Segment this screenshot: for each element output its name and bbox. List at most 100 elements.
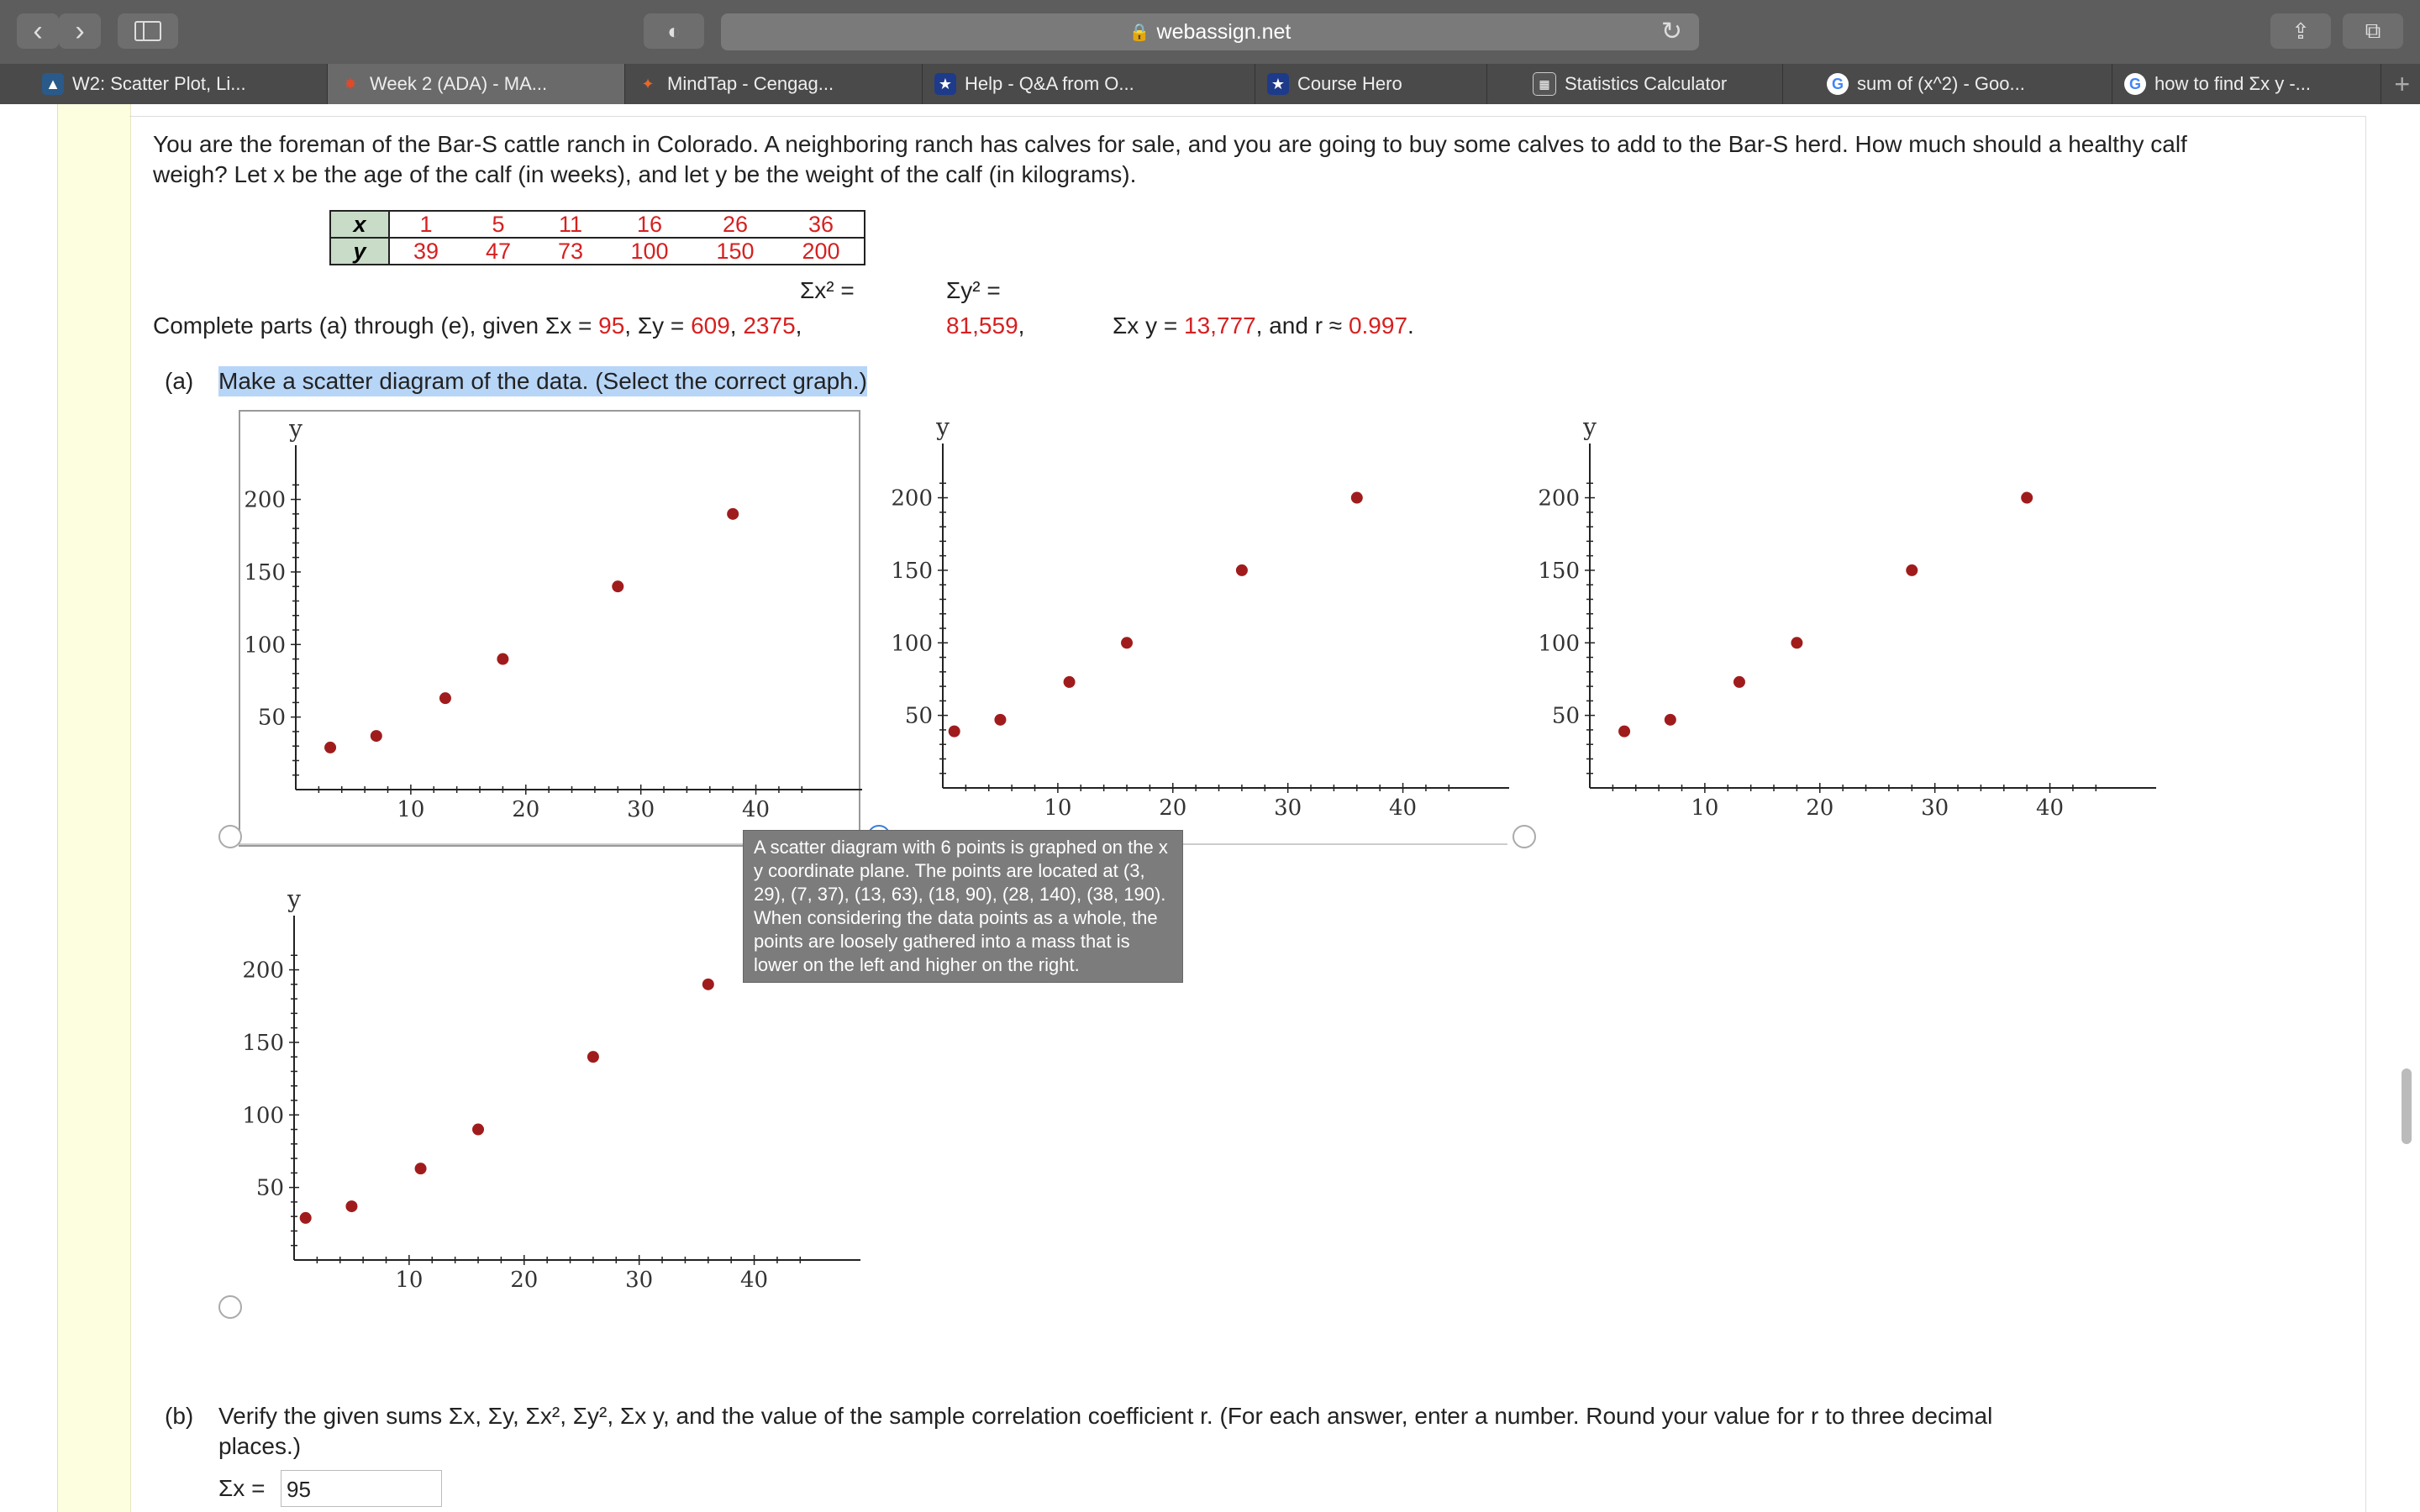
data-table: x 1 5 11 16 26 36 y 39 47 73 100 150 200: [329, 210, 865, 265]
given-line: Complete parts (a) through (e), given Σx…: [153, 312, 802, 339]
data-point: [1235, 564, 1248, 576]
tab-label: sum of (x^2) - Goo...: [1857, 73, 2025, 94]
table-cell: 39: [389, 237, 462, 265]
part-b-instruction-line2: places.): [218, 1433, 302, 1459]
star-icon: ★: [934, 73, 956, 95]
tab-label: Statistics Calculator: [1565, 73, 1728, 94]
y-axis-label: y: [287, 885, 301, 913]
x-tick-label: 20: [1806, 795, 1833, 821]
part-b-instruction-line1: Verify the given sums Σx, Σy, Σx², Σy², …: [218, 1403, 1993, 1429]
sum-y2-line: 81,559,: [946, 312, 1025, 339]
y-tick-label: 100: [244, 633, 286, 658]
sidebar-icon: [134, 21, 161, 41]
table-header-x: x: [329, 210, 390, 239]
x-tick-label: 40: [740, 1268, 768, 1293]
graph-option-3-radio[interactable]: [1512, 825, 1536, 848]
webassign-page: You are the foreman of the Bar-S cattle …: [0, 104, 2420, 1512]
table-cell: 5: [462, 210, 534, 239]
graph-option-1-radio[interactable]: [218, 825, 242, 848]
x-tick-label: 20: [510, 1268, 538, 1293]
divider: [2365, 116, 2366, 1512]
y-axis-label: y: [935, 413, 950, 441]
tab-google-how[interactable]: G how to find Σx y -...: [2112, 64, 2381, 104]
tab-webassign[interactable]: ▲ W2: Scatter Plot, Li...: [30, 64, 328, 104]
y-tick-label: 50: [256, 1176, 284, 1201]
scatter-plot: 1020304050100150200xy: [1538, 413, 2156, 821]
graph-option-1[interactable]: 1020304050100150200xy: [239, 410, 862, 847]
r-value: 0.997: [1348, 312, 1408, 339]
sum-x-answer-input[interactable]: 95: [281, 1470, 442, 1507]
y-tick-label: 150: [1538, 559, 1580, 584]
data-point: [299, 1211, 312, 1224]
table-cell: 1: [389, 210, 462, 239]
sum-y-label: Σy =: [637, 312, 685, 339]
privacy-shield-button[interactable]: ◐: [644, 13, 704, 49]
back-button[interactable]: ‹: [17, 13, 59, 49]
data-point: [1664, 713, 1676, 726]
y-tick-label: 200: [1538, 486, 1580, 512]
data-point: [612, 580, 624, 593]
given-prefix: Complete parts (a) through (e), given: [153, 312, 539, 339]
forward-button[interactable]: ›: [59, 13, 101, 49]
webassign-icon: ▲: [42, 73, 64, 95]
table-cell: 36: [778, 210, 865, 239]
graph-option-4-radio[interactable]: [218, 1295, 242, 1319]
address-bar[interactable]: 🔒 webassign.net ↻: [721, 13, 1699, 50]
graph-option-3[interactable]: 1020304050100150200xy: [1534, 410, 2156, 847]
url-text: webassign.net: [1156, 19, 1292, 44]
data-point: [370, 730, 382, 743]
sum-xy-line: Σx y = 13,777, and r ≈ 0.997.: [1113, 312, 1414, 339]
tab-course-hero[interactable]: ★ Course Hero: [1255, 64, 1487, 104]
tab-bar: ▲ W2: Scatter Plot, Li... ✸ Week 2 (ADA)…: [0, 64, 2420, 104]
table-row: x 1 5 11 16 26 36: [329, 210, 865, 239]
table-header-y: y: [329, 237, 390, 265]
part-a-instruction: Make a scatter diagram of the data. (Sel…: [218, 366, 867, 396]
tabs-overview-button[interactable]: ⧉: [2343, 13, 2403, 49]
scatter-plot: 1020304050100150200xy: [244, 415, 862, 822]
tab-label: Course Hero: [1297, 73, 1402, 94]
y-tick-label: 150: [242, 1031, 284, 1056]
question-margin: [57, 104, 131, 1512]
y-tick-label: 150: [891, 559, 933, 584]
y-axis-label: y: [288, 415, 302, 443]
y-tick-label: 200: [244, 488, 286, 513]
tab-statistics-calculator[interactable]: ▦ Statistics Calculator: [1521, 64, 1783, 104]
y-tick-label: 200: [242, 958, 284, 984]
data-point: [414, 1163, 427, 1175]
y-tick-label: 100: [1538, 631, 1580, 656]
y-tick-label: 150: [244, 560, 286, 585]
data-point: [1906, 564, 1918, 576]
data-point: [1618, 725, 1631, 738]
data-point: [1350, 491, 1363, 504]
sum-x2-label: Σx² =: [800, 277, 855, 303]
tab-canvas[interactable]: ✸ Week 2 (ADA) - MA...: [328, 64, 625, 104]
share-button[interactable]: ⇪: [2270, 13, 2331, 49]
vertical-scrollbar[interactable]: [2402, 1068, 2412, 1144]
x-tick-label: 40: [2036, 795, 2064, 821]
new-tab-icon[interactable]: +: [2394, 69, 2410, 99]
sum-x-answer-label: Σx =: [218, 1475, 266, 1501]
y-tick-label: 50: [1552, 704, 1580, 729]
data-point: [2021, 491, 2033, 504]
graph-option-2[interactable]: 1020304050100150200xy: [887, 410, 1509, 847]
lock-icon: 🔒: [1128, 23, 1150, 42]
tab-mindtap[interactable]: ✦ MindTap - Cengag...: [625, 64, 923, 104]
reload-icon[interactable]: ↻: [1660, 18, 1682, 45]
sidebar-button[interactable]: [118, 13, 178, 49]
tab-help-qa[interactable]: ★ Help - Q&A from O...: [923, 64, 1255, 104]
tab-label: W2: Scatter Plot, Li...: [72, 73, 246, 94]
x-tick-label: 30: [625, 1268, 653, 1293]
x-tick-label: 10: [1691, 795, 1718, 821]
part-a-label: (a): [165, 368, 194, 394]
tab-label: Week 2 (ADA) - MA...: [370, 73, 548, 94]
y-tick-label: 100: [891, 631, 933, 656]
graph-option-4[interactable]: 1020304050100150200xy: [239, 882, 860, 1319]
data-point: [497, 653, 509, 665]
calculator-icon: ▦: [1533, 72, 1556, 96]
x-tick-label: 30: [1274, 795, 1302, 821]
table-row: y 39 47 73 100 150 200: [329, 237, 865, 265]
tab-google-sum[interactable]: G sum of (x^2) - Goo...: [1815, 64, 2112, 104]
y-tick-label: 200: [891, 486, 933, 512]
data-point: [948, 725, 960, 738]
y-axis-label: y: [1582, 413, 1597, 441]
